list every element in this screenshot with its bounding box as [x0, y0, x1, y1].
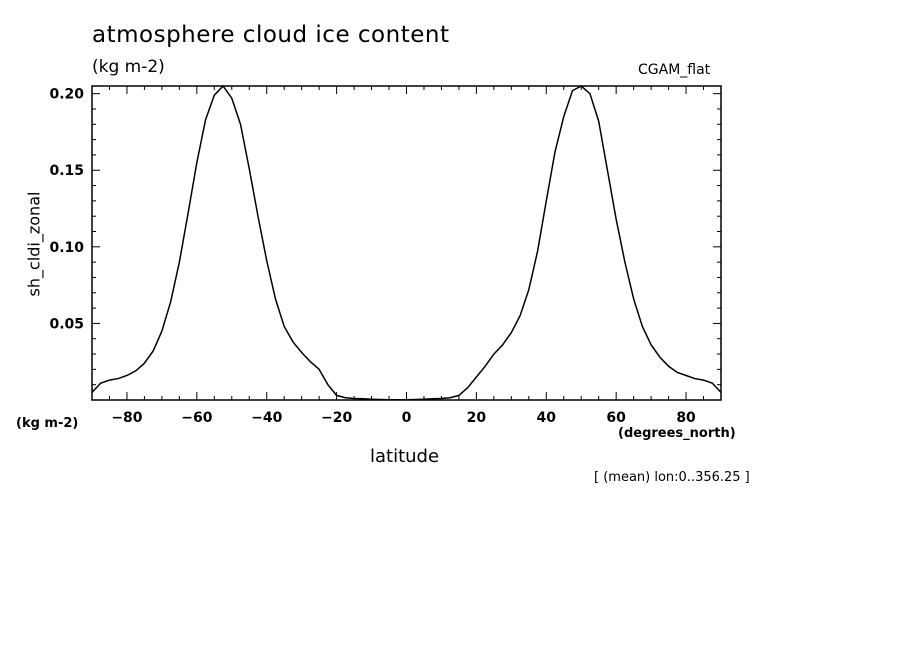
- plot-frame: [91, 85, 722, 401]
- x-tick-label: −60: [181, 410, 212, 426]
- chart-title: atmosphere cloud ice content: [92, 22, 450, 48]
- y-tick-label: 0.20: [49, 87, 84, 103]
- chart-units-label: (kg m-2): [92, 57, 165, 77]
- x-tick-label: 40: [537, 410, 557, 426]
- axis-ticks: [91, 86, 722, 400]
- tick-labels: −80 −60 −40 −20 0 20 40 60 80 0.05 0.10 0.15 0.20: [49, 87, 696, 426]
- y-tick-label: 0.15: [49, 163, 84, 179]
- x-axis-units: (degrees_north): [618, 426, 736, 441]
- averaging-annotation: [ (mean) lon:0..356.25 ]: [594, 470, 750, 485]
- x-axis-label: latitude: [370, 446, 440, 467]
- x-tick-label: 0: [402, 410, 412, 426]
- x-tick-label: −40: [251, 410, 282, 426]
- y-tick-label: 0.10: [49, 240, 84, 256]
- x-tick-label: 20: [467, 410, 487, 426]
- series-line: [91, 84, 722, 401]
- model-label: CGAM_flat: [638, 62, 711, 78]
- y-axis-units: (kg m-2): [16, 416, 79, 431]
- x-tick-label: 60: [606, 410, 626, 426]
- y-tick-label: 0.05: [49, 316, 84, 332]
- x-tick-label: 80: [676, 410, 696, 426]
- x-tick-label: −80: [111, 410, 142, 426]
- x-tick-label: −20: [321, 410, 352, 426]
